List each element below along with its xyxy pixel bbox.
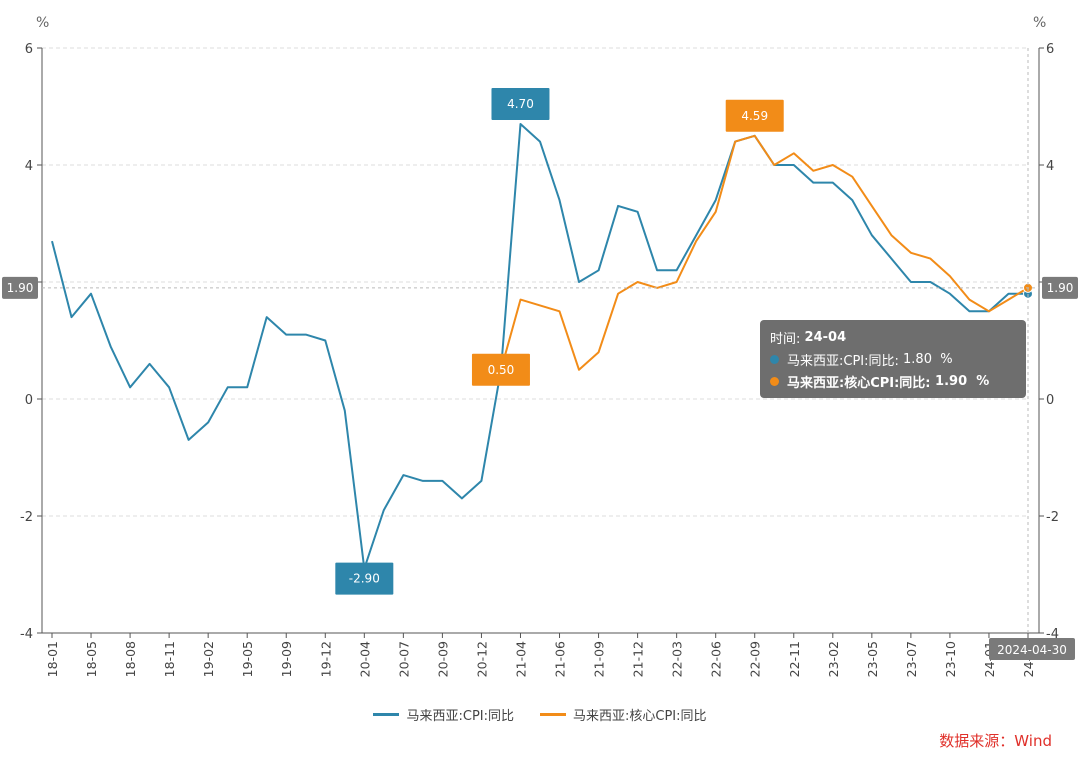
y-tick-label-left: -2: [20, 510, 33, 525]
crosshair-label-left: 1.90: [2, 276, 38, 299]
annotation-box: 4.59: [725, 99, 784, 132]
crosshair-value-right: 1.90: [1047, 281, 1074, 295]
x-tick-label: 18-01: [45, 641, 60, 677]
x-tick-label: 20-12: [474, 641, 489, 677]
x-tick-label: 18-08: [123, 641, 138, 677]
x-tick-label: 18-05: [84, 641, 99, 677]
axes: [37, 47, 1044, 638]
x-tick-label: 18-11: [162, 641, 177, 677]
x-tick-label: 23-10: [943, 641, 958, 677]
y-unit-right: %: [1033, 15, 1046, 31]
crosshair-x-label: 2024-04-30: [989, 638, 1075, 660]
x-tick-label: 19-02: [201, 641, 216, 677]
legend-item-core-cpi[interactable]: 马来西亚:核心CPI:同比: [540, 705, 707, 724]
annotation-label: 4.59: [741, 109, 768, 123]
series-lines: [51, 123, 1033, 570]
legend-label-core-cpi: 马来西亚:核心CPI:同比: [573, 709, 707, 724]
x-tick-label: 21-06: [553, 641, 568, 677]
crosshair-label-left-bg: [2, 276, 38, 299]
y-tick-label-right: 6: [1046, 42, 1054, 57]
x-tick-label: 23-02: [826, 641, 841, 677]
crosshair-label-right: 1.90: [1042, 276, 1078, 299]
crosshair-x-label-bg: [989, 638, 1075, 660]
legend-item-cpi[interactable]: 马来西亚:CPI:同比: [373, 705, 514, 724]
x-tick-label: 21-09: [592, 641, 607, 677]
grid-lines: [42, 47, 1029, 517]
x-tick-label: 23-07: [904, 641, 919, 677]
annotation-box: 0.50: [471, 353, 530, 386]
tooltip-row-cpi: 马来西亚:CPI:同比: 1.80 %: [770, 348, 1016, 370]
tooltip-cpi-label: 马来西亚:CPI:同比:: [787, 353, 899, 369]
data-annotations: 4.70 -2.90 4.59 0.50: [335, 88, 784, 595]
series-line-1: [500, 134, 1029, 371]
tooltip-cpi-unit: %: [940, 351, 953, 367]
crosshair: 1.90 1.90 2024-04-30: [2, 48, 1078, 660]
x-tick-label: 22-06: [709, 641, 724, 677]
crosshair-value-left: 1.90: [7, 281, 34, 295]
annotation-bg: [725, 99, 784, 132]
y-unit-left: %: [36, 15, 49, 31]
tooltip-row-core: 马来西亚:核心CPI:同比: 1.90 %: [770, 370, 1016, 392]
core-cpi-dot-icon: [770, 376, 779, 386]
tooltip-core-label: 马来西亚:核心CPI:同比:: [787, 375, 931, 391]
crosshair-x-value: 2024-04-30: [997, 643, 1067, 657]
data-source: 数据来源：Wind: [939, 732, 1052, 750]
tooltip-core-unit: %: [976, 373, 990, 389]
x-tick-label: 19-12: [318, 641, 333, 677]
tooltip-cpi-value: 1.80: [903, 351, 932, 367]
x-tick-label: 21-12: [631, 641, 646, 677]
y-tick-label-left: 6: [25, 42, 33, 57]
x-tick-label: 21-04: [513, 641, 528, 677]
annotation-box: 4.70: [491, 88, 550, 121]
annotation-bg: [491, 88, 550, 121]
tooltip-time-label: 时间:: [770, 331, 801, 347]
x-tick-label: 19-05: [240, 641, 255, 677]
x-tick-label: 22-03: [670, 641, 685, 677]
x-tick-label: 22-11: [787, 641, 802, 677]
x-tick-label: 23-05: [865, 641, 880, 677]
tooltip-time-row: 时间: 24-04: [770, 326, 1016, 348]
annotation-bg: [471, 353, 530, 386]
tooltip-time-value: 24-04: [804, 329, 847, 345]
x-tick-label: 19-09: [279, 641, 294, 677]
y-tick-label-left: 0: [25, 393, 33, 408]
cpi-line-icon: [373, 713, 400, 716]
tick-labels: -4-4-2-200224466%%18-0118-0518-0818-1119…: [20, 15, 1059, 677]
cpi-dot-icon: [770, 354, 779, 364]
annotation-label: -2.90: [349, 572, 380, 586]
annotation-label: 4.70: [507, 97, 534, 111]
annotation-label: 0.50: [488, 363, 515, 377]
y-tick-label-right: 0: [1046, 393, 1054, 408]
y-tick-label-left: 4: [25, 159, 33, 174]
x-tick-label: 20-04: [357, 641, 372, 677]
x-tick-label: 20-07: [396, 641, 411, 677]
annotation-box: -2.90: [335, 562, 394, 595]
y-tick-label-right: -2: [1046, 510, 1059, 525]
tooltip: 时间: 24-04 马来西亚:CPI:同比: 1.80 % 马来西亚:核心CPI…: [760, 320, 1026, 398]
core-cpi-line-icon: [540, 713, 566, 716]
y-tick-label-right: 4: [1046, 159, 1054, 174]
y-tick-label-left: -4: [20, 627, 33, 642]
tooltip-core-value: 1.90: [935, 373, 968, 389]
series-line-0: [51, 123, 1028, 570]
x-tick-label: 20-09: [435, 641, 450, 677]
annotation-bg: [335, 562, 394, 595]
legend-label-cpi: 马来西亚:CPI:同比: [406, 709, 514, 724]
legend: 马来西亚:CPI:同比 马来西亚:核心CPI:同比: [0, 705, 1080, 724]
crosshair-label-right-bg: [1042, 276, 1078, 299]
x-tick-label: 22-09: [748, 641, 763, 677]
